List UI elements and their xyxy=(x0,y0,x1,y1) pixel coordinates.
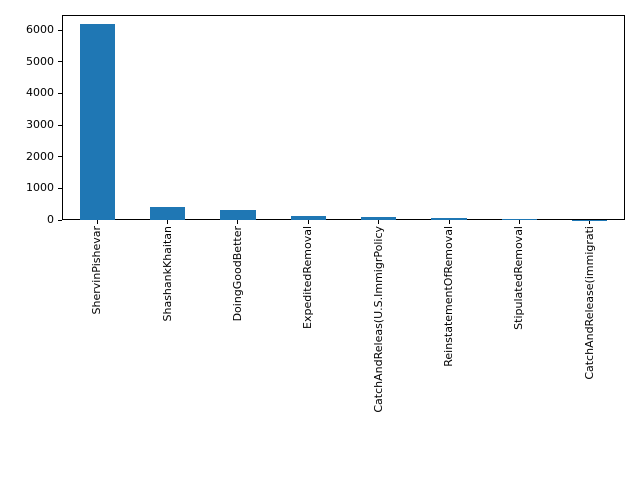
y-tick-label: 0 xyxy=(47,213,54,226)
x-tick-mark xyxy=(589,220,591,224)
x-tick-mark xyxy=(96,220,98,224)
y-tick-mark xyxy=(58,156,62,158)
x-tick-mark xyxy=(448,220,450,224)
x-tick-label: StipulatedRemoval xyxy=(512,226,526,330)
y-tick-mark xyxy=(58,124,62,126)
x-tick-label: CatchAndReleas(U.S.ImmigrPolicy xyxy=(371,226,385,413)
y-tick-mark xyxy=(58,29,62,31)
y-tick-label: 5000 xyxy=(26,54,54,68)
bar xyxy=(220,209,256,220)
y-tick-label: 2000 xyxy=(26,149,54,163)
y-tick-mark xyxy=(58,61,62,63)
bar xyxy=(149,206,186,220)
x-tick-label: ReinstatementOfRemoval xyxy=(442,226,456,367)
bar xyxy=(290,215,326,220)
y-tick-label: 3000 xyxy=(26,118,54,131)
y-tick-mark xyxy=(58,92,62,94)
x-tick-label: ShervinPishevar xyxy=(90,226,104,315)
x-tick-label: ExpeditedRemoval xyxy=(301,226,315,329)
x-tick-mark xyxy=(378,220,380,224)
y-tick-mark xyxy=(58,219,62,221)
bar xyxy=(431,218,467,220)
x-tick-mark xyxy=(237,220,239,224)
y-tick-label: 4000 xyxy=(26,86,54,100)
x-tick-label: ShashankKhaitan xyxy=(160,226,174,322)
x-tick-mark xyxy=(167,220,169,224)
y-tick-mark xyxy=(58,187,62,189)
y-tick-label: 6000 xyxy=(26,23,54,36)
x-tick-label: CatchAndRelease(immigrati xyxy=(582,226,596,380)
x-tick-mark xyxy=(307,220,309,224)
plot-area xyxy=(62,15,625,220)
x-tick-label: DoingGoodBetter xyxy=(230,226,244,322)
bar xyxy=(361,216,397,220)
x-tick-mark xyxy=(518,220,520,224)
bar xyxy=(501,218,538,220)
bar xyxy=(79,23,115,220)
y-tick-label: 1000 xyxy=(26,181,54,195)
